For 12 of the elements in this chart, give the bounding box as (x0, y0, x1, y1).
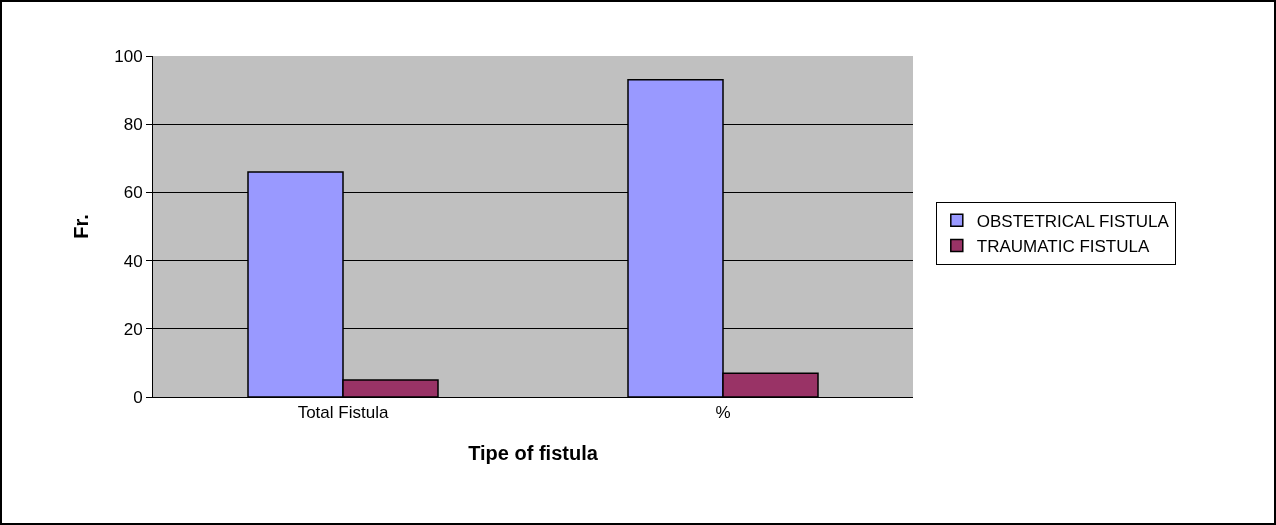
y-tick-label: 60 (123, 183, 143, 203)
y-tick-label: 0 (133, 387, 143, 407)
y-tick-label: 80 (123, 115, 143, 135)
y-tick-label: 100 (114, 46, 143, 66)
legend-label: TRAUMATIC FISTULA (976, 237, 1150, 257)
x-tick-label: % (715, 403, 731, 423)
y-tick-label: 40 (123, 251, 143, 271)
x-tick-label: Total Fistula (297, 403, 389, 423)
y-axis-title: Fr. (69, 214, 92, 239)
x-axis-title: Tipe of fistula (468, 441, 599, 464)
y-tick-label: 20 (123, 319, 143, 339)
legend-label: OBSTETRICAL FISTULA (976, 212, 1170, 231)
